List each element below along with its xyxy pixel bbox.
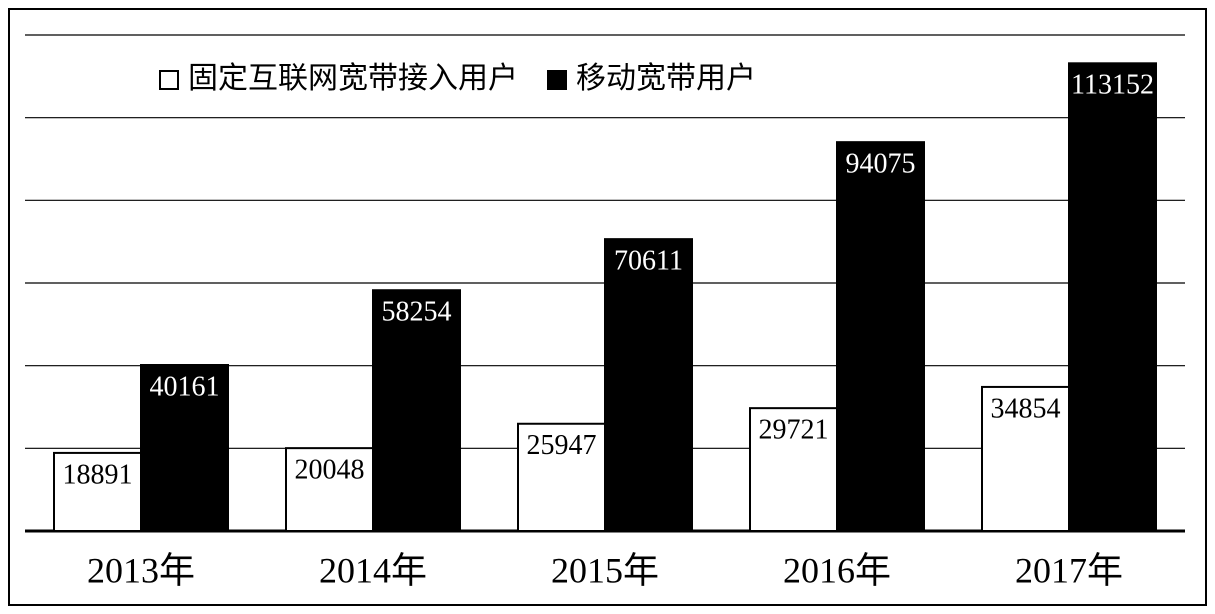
value-label: 18891 bbox=[63, 459, 133, 490]
value-label: 40161 bbox=[150, 371, 220, 402]
value-label: 20048 bbox=[295, 455, 365, 486]
x-tick-label: 2014年 bbox=[319, 550, 427, 590]
bar bbox=[517, 422, 606, 533]
value-label: 34854 bbox=[991, 393, 1061, 424]
bar bbox=[140, 364, 229, 532]
bar bbox=[1068, 62, 1157, 533]
value-label: 58254 bbox=[382, 297, 452, 328]
x-tick-label: 2016年 bbox=[783, 550, 891, 590]
x-tick-label: 2017年 bbox=[1015, 550, 1123, 590]
legend-label: 固定互联网宽带接入用户 bbox=[188, 62, 518, 95]
bar bbox=[372, 289, 461, 532]
legend-label: 移动宽带用户 bbox=[576, 62, 756, 95]
bar bbox=[53, 451, 142, 533]
legend-swatch bbox=[159, 70, 179, 90]
frame bbox=[8, 8, 1207, 606]
value-label: 70611 bbox=[614, 246, 683, 277]
value-label: 94075 bbox=[846, 149, 916, 180]
bar bbox=[604, 238, 693, 532]
legend-swatch bbox=[547, 70, 567, 90]
x-tick-label: 2015年 bbox=[551, 550, 659, 590]
value-label: 25947 bbox=[527, 430, 597, 461]
value-label: 29721 bbox=[759, 415, 829, 446]
bar bbox=[836, 141, 925, 532]
bar bbox=[285, 447, 374, 532]
x-tick-label: 2013年 bbox=[87, 550, 195, 590]
value-label: 113152 bbox=[1071, 70, 1154, 101]
